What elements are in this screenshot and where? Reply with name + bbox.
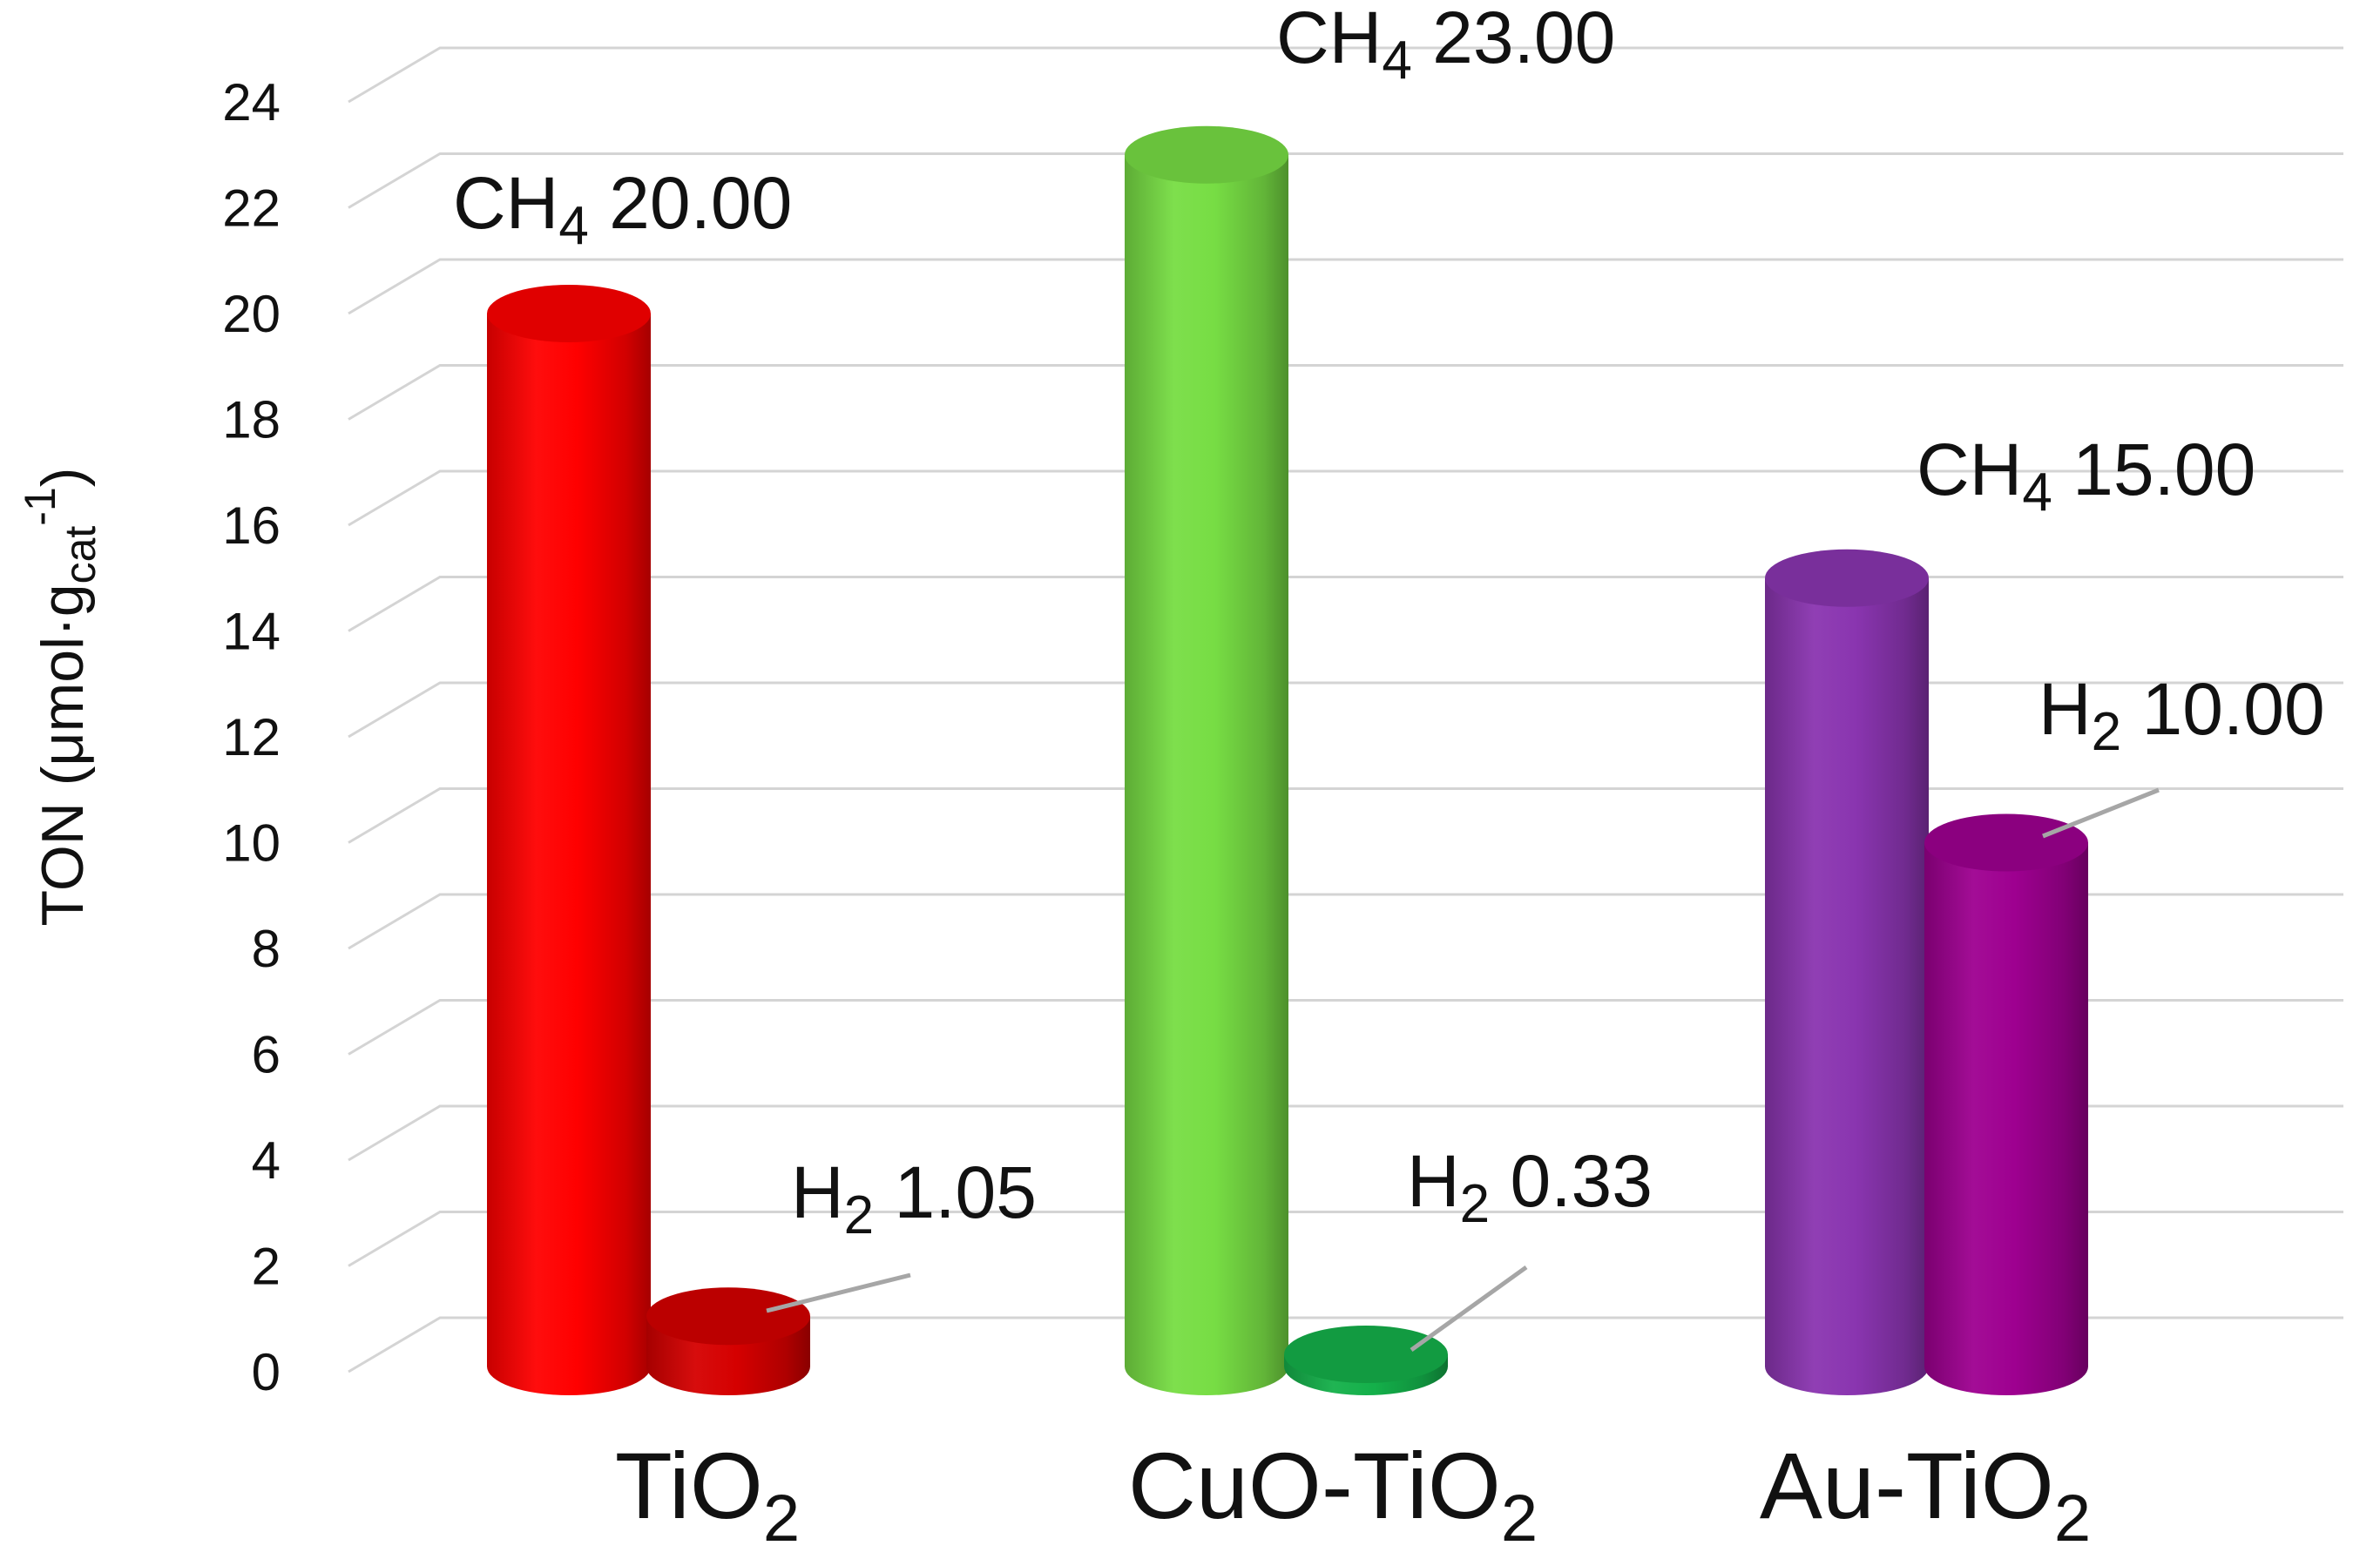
y-axis-label-close: ) xyxy=(30,468,96,488)
label-subscript: 4 xyxy=(558,196,588,256)
bar-top xyxy=(1284,1325,1448,1383)
data-label-h2-2: H2 10.00 xyxy=(2039,668,2325,762)
label-space xyxy=(1490,1140,1510,1222)
leader-line xyxy=(766,1272,911,1313)
bar-body xyxy=(1924,842,2088,1395)
bar-top xyxy=(1924,813,2088,872)
label-species: CH xyxy=(1917,429,2022,510)
y-tick-label: 8 xyxy=(252,920,281,978)
bars xyxy=(487,125,2088,1395)
data-label-ch4-2: CH4 15.00 xyxy=(1917,429,2255,523)
label-value: 23.00 xyxy=(1432,0,1615,78)
y-axis-label-main: TON (μmol·g xyxy=(30,584,96,926)
bar-top xyxy=(1125,125,1288,184)
label-species: H xyxy=(1407,1140,1460,1222)
gridline xyxy=(348,681,2343,739)
label-space xyxy=(874,1151,894,1233)
category-labels: TiO2 CuO-TiO2 Au-TiO2 xyxy=(615,1433,2091,1556)
y-tick-label: 10 xyxy=(222,814,281,873)
category-label-0: TiO2 xyxy=(615,1433,800,1556)
gridline xyxy=(348,1104,2343,1162)
category-subscript: 2 xyxy=(2054,1481,2091,1556)
gridline xyxy=(348,1211,2343,1267)
label-subscript: 4 xyxy=(1382,30,1411,91)
data-label-ch4-0: CH4 20.00 xyxy=(453,162,792,256)
label-space xyxy=(1412,0,1432,78)
category-base: CuO-TiO xyxy=(1128,1433,1501,1538)
gridline xyxy=(348,364,2343,421)
y-axis-label: TON (μmol·gcat-1) xyxy=(16,468,105,927)
y-tick-label: 20 xyxy=(222,285,281,343)
bar-body xyxy=(1125,154,1288,1395)
gridlines xyxy=(348,46,2343,1373)
label-space xyxy=(2121,668,2141,750)
bar-ch4-2 xyxy=(1765,549,1929,1395)
category-subscript: 2 xyxy=(763,1481,800,1556)
category-base: TiO xyxy=(615,1433,763,1538)
bar-body xyxy=(487,314,651,1395)
label-space xyxy=(2052,429,2072,510)
label-value: 15.00 xyxy=(2072,429,2255,510)
y-tick-label: 6 xyxy=(252,1026,281,1084)
gridline xyxy=(348,893,2343,950)
label-species: CH xyxy=(1276,0,1382,78)
y-tick-label: 12 xyxy=(222,708,281,766)
label-value: 0.33 xyxy=(1511,1140,1653,1222)
gridline xyxy=(348,258,2343,315)
label-subscript: 4 xyxy=(2022,462,2052,523)
bar-ch4-0 xyxy=(487,285,651,1395)
label-value: 10.00 xyxy=(2142,668,2325,750)
category-base: Au-TiO xyxy=(1760,1433,2054,1538)
y-tick-label: 24 xyxy=(222,73,281,132)
data-label-h2-1: H2 0.33 xyxy=(1407,1140,1653,1234)
y-tick-label: 0 xyxy=(252,1343,281,1401)
label-space xyxy=(589,162,609,244)
y-tick-label: 22 xyxy=(222,179,281,238)
label-species: H xyxy=(2039,668,2092,750)
y-tick-label: 16 xyxy=(222,496,281,555)
data-label-h2-0: H2 1.05 xyxy=(791,1151,1037,1245)
bar-top xyxy=(487,285,651,342)
category-label-2: Au-TiO2 xyxy=(1760,1433,2091,1556)
bar-h2-2 xyxy=(1924,813,2088,1395)
y-tick-label: 14 xyxy=(222,603,281,661)
y-tick-label: 18 xyxy=(222,391,281,449)
gridline xyxy=(348,46,2343,104)
data-label-ch4-1: CH4 23.00 xyxy=(1276,0,1615,91)
gridline xyxy=(348,787,2343,844)
y-axis-label-sup: -1 xyxy=(16,487,64,525)
leader-line xyxy=(1410,1265,1528,1353)
label-subscript: 2 xyxy=(844,1185,874,1245)
gridline xyxy=(348,999,2343,1056)
label-value: 20.00 xyxy=(609,162,792,244)
gridline xyxy=(348,1316,2343,1373)
bar-h2-1 xyxy=(1284,1325,1448,1395)
label-value: 1.05 xyxy=(895,1151,1038,1233)
bar-top xyxy=(1765,549,1929,607)
category-subscript: 2 xyxy=(1501,1481,1538,1556)
label-subscript: 2 xyxy=(1460,1174,1490,1234)
bar-top xyxy=(646,1287,810,1346)
bar-body xyxy=(1765,577,1929,1395)
bar-ch4-1 xyxy=(1125,125,1288,1395)
y-axis-label-sub: cat xyxy=(56,526,105,584)
label-species: H xyxy=(791,1151,844,1233)
gridline xyxy=(348,576,2343,632)
y-tick-label: 2 xyxy=(252,1238,281,1296)
bar-h2-0 xyxy=(646,1287,810,1395)
label-species: CH xyxy=(453,162,558,244)
gridline xyxy=(348,152,2343,209)
y-tick-label: 4 xyxy=(252,1131,281,1190)
gridline xyxy=(348,469,2343,527)
leader-line xyxy=(2042,787,2160,839)
label-subscript: 2 xyxy=(2092,702,2121,762)
category-label-1: CuO-TiO2 xyxy=(1128,1433,1538,1556)
